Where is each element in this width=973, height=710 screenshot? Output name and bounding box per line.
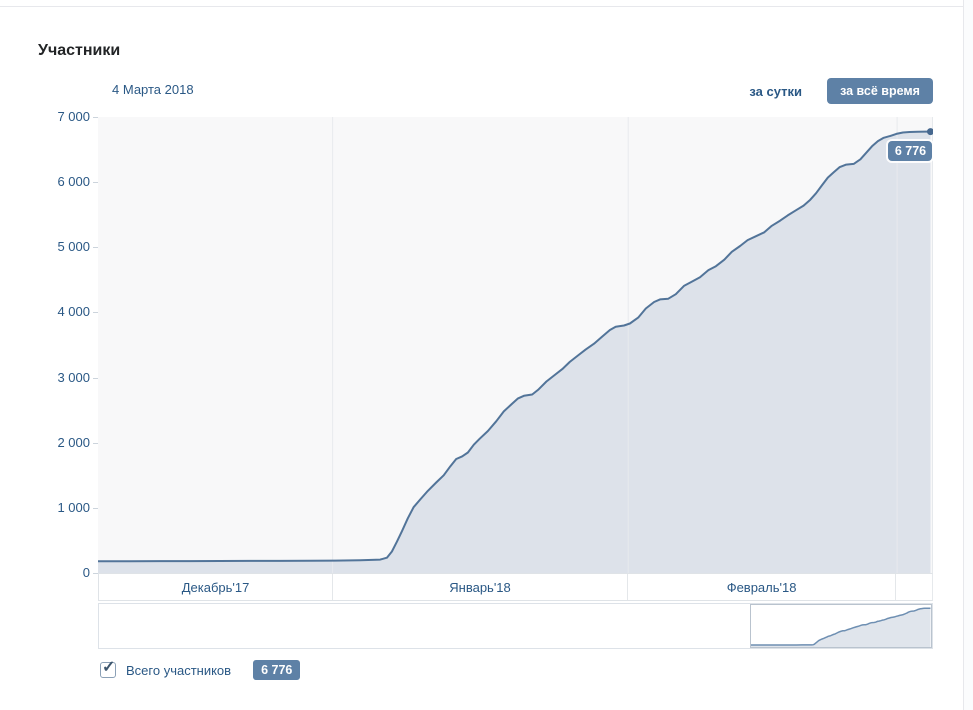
- legend-checkbox[interactable]: ✓: [100, 659, 116, 678]
- y-tick-label: 5 000: [57, 239, 90, 255]
- y-tick-mark: [93, 117, 98, 118]
- members-line: [98, 130, 932, 563]
- tab-per-day[interactable]: за сутки: [749, 84, 802, 99]
- y-tick-mark: [93, 442, 98, 444]
- page-title: Участники: [38, 42, 121, 59]
- y-tick-label: 3 000: [57, 369, 90, 385]
- top-divider: [0, 6, 963, 7]
- legend-label[interactable]: Всего участников: [126, 662, 232, 678]
- chart-plot-area[interactable]: 6 776: [98, 117, 933, 573]
- y-tick-mark: [93, 573, 98, 574]
- y-tick-mark: [93, 507, 98, 509]
- y-tick-label: 0: [82, 565, 90, 580]
- card-right-border: [963, 0, 964, 710]
- minimap[interactable]: [98, 603, 933, 649]
- members-growth-chart: [98, 117, 933, 573]
- last-value-tooltip: 6 776: [888, 140, 933, 161]
- legend-value-badge: 6 776: [253, 660, 301, 680]
- minimap-chart: [751, 607, 931, 647]
- y-tick-mark: [93, 182, 98, 184]
- y-tick-mark: [93, 377, 98, 379]
- y-tick-label: 6 000: [57, 174, 90, 190]
- y-tick-label: 1 000: [57, 499, 90, 515]
- last-point-marker: [926, 128, 933, 136]
- area-fill: [98, 131, 931, 573]
- y-tick-label: 2 000: [57, 434, 90, 450]
- y-tick-mark: [93, 312, 98, 314]
- y-tick-mark: [93, 247, 98, 249]
- x-axis-month-label: Декабрь'17: [99, 574, 334, 600]
- current-date-label: 4 Марта 2018: [112, 82, 194, 97]
- x-axis-month-label: Январь'18: [333, 574, 628, 600]
- y-tick-label: 4 000: [57, 304, 90, 320]
- minimap-selection[interactable]: [750, 604, 932, 648]
- x-axis-month-label: Февраль'18: [628, 574, 897, 600]
- page-gutter: [964, 0, 973, 710]
- minimap-area-fill: [751, 608, 931, 647]
- checkmark-icon: ✓: [102, 659, 116, 676]
- minimap-line: [751, 607, 931, 646]
- x-axis-band: Декабрь'17 Январь'18 Февраль'18: [98, 573, 933, 601]
- tab-all-time[interactable]: за всё время: [827, 78, 933, 104]
- y-tick-label: 7 000: [57, 109, 90, 124]
- legend-row: ✓ Всего участников 6 776: [100, 659, 301, 680]
- x-axis-empty-cell: [896, 574, 932, 600]
